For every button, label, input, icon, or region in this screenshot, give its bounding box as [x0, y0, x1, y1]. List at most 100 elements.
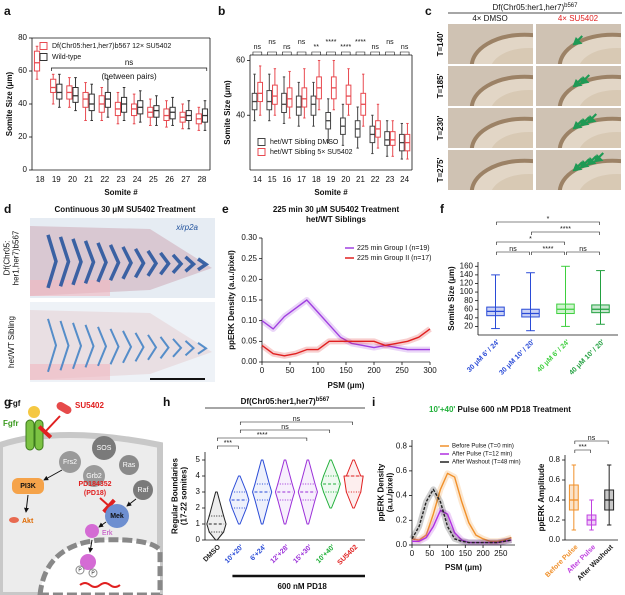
significance: ns: [401, 44, 409, 51]
x-tick-label: 26: [165, 175, 174, 184]
yolk: [491, 132, 533, 148]
raf-label: Raf: [138, 487, 149, 494]
y-tick-label: 0.0: [396, 540, 408, 549]
significance: ****: [543, 246, 554, 253]
arrow: [586, 113, 598, 124]
x-tick-label: 18: [312, 175, 321, 184]
y-tick-label: 0.4: [396, 491, 408, 500]
protein: [105, 504, 129, 528]
y-tick-label: 2: [196, 503, 201, 512]
stripe: [72, 322, 83, 370]
protein: [80, 554, 96, 570]
x-tick-label: 50: [286, 366, 295, 375]
stripe: [47, 318, 58, 373]
x-tick-label: DMSO: [202, 543, 222, 563]
stripe: [197, 257, 210, 272]
photo: [448, 108, 533, 148]
sos-label: SOS: [97, 445, 112, 452]
erk-label: Erk: [102, 530, 113, 537]
y-tick-label: 80: [464, 296, 473, 305]
stripe: [109, 328, 120, 365]
bracket: [531, 251, 565, 255]
y-tick-label: 40: [464, 313, 473, 322]
y-tick-label: 0.30: [241, 233, 257, 242]
significance: ****: [326, 39, 337, 46]
bracket: [326, 51, 336, 55]
arrow: [572, 35, 584, 46]
y-tick-label: 20: [18, 132, 27, 141]
stripe: [84, 324, 95, 368]
arrow: [579, 74, 591, 85]
yolk: [579, 48, 621, 64]
y-tick-label: 3: [196, 487, 201, 496]
arrow: [572, 77, 584, 88]
x-tick-label: 23: [385, 175, 394, 184]
annotation: ns: [125, 58, 133, 67]
panel-letter: d: [4, 202, 11, 216]
panel-letter: f: [440, 202, 445, 216]
x-tick-label: 15'+30': [292, 544, 313, 565]
arrow: [579, 116, 591, 127]
protein: [85, 524, 99, 538]
pd18-label: PD184352: [78, 481, 111, 488]
data-line: [411, 472, 512, 542]
bracket: [496, 221, 600, 225]
significance: ns: [281, 424, 289, 431]
stripe: [59, 320, 70, 371]
y-tick-label: 0.25: [241, 254, 257, 263]
x-tick-label: 0: [410, 549, 415, 558]
panel-letter: b: [218, 4, 225, 18]
y-tick-label: 60: [464, 304, 473, 313]
bracket: [385, 51, 395, 55]
akt-label: Akt: [22, 518, 34, 525]
box: [345, 84, 352, 105]
y-tick-label: 0: [196, 535, 201, 544]
x-tick-label: 40 μM 10' / 20': [568, 339, 606, 377]
x-tick-label: 250: [494, 549, 508, 558]
legend-swatch: [39, 42, 48, 50]
x-tick-label: 20: [68, 175, 77, 184]
bracket: [341, 51, 351, 55]
box: [310, 95, 317, 116]
bracket: [217, 437, 308, 441]
photo: [536, 150, 621, 190]
row-label: T=140': [436, 32, 445, 57]
arrow: [579, 158, 591, 169]
protein: [12, 478, 44, 494]
x-tick-label: 21: [356, 175, 365, 184]
x-tick-label: 30 μM 6' / 24': [466, 339, 501, 374]
x-axis-label: PSM (μm): [445, 563, 482, 572]
y-tick-label: 80: [18, 33, 27, 42]
chart-subtitle: het/WT Siblings: [306, 215, 367, 224]
panel-letter: h: [163, 395, 170, 409]
y-tick-label: 40: [236, 110, 245, 119]
yolk: [579, 90, 621, 106]
protein: [83, 465, 105, 487]
box: [286, 87, 293, 108]
significance: ****: [257, 432, 268, 439]
y-axis-label: ppERK Density (a.u./pixel): [227, 250, 236, 350]
y-tick-label: 1: [196, 519, 201, 528]
significance: ns: [268, 39, 276, 46]
fgfr-label: Fgfr: [3, 419, 19, 428]
arrow: [98, 521, 107, 528]
y-tick-label: 120: [460, 279, 474, 288]
significance: ns: [588, 435, 596, 442]
x-tick-label: 200: [476, 549, 490, 558]
title-prefix: 10'+40': [429, 405, 455, 414]
header-main: Df(Chr05:her1,her7): [493, 3, 565, 12]
bracket: [399, 51, 410, 55]
significance: ns: [509, 246, 517, 253]
x-tick-label: 100: [441, 549, 455, 558]
y-tick-label: 0: [23, 165, 28, 174]
x-tick-label: 10'+20': [224, 544, 245, 565]
x-tick-label: 16: [282, 175, 291, 184]
inhibitor-label: SU5402: [75, 401, 104, 410]
data-line: [411, 488, 512, 544]
photo: [448, 66, 533, 106]
significance: ns: [254, 44, 262, 51]
x-tick-label: 10'+40': [315, 544, 336, 565]
frs2-label: Frs2: [63, 459, 77, 466]
receptor: [34, 419, 44, 451]
ras-label: Ras: [123, 462, 136, 469]
